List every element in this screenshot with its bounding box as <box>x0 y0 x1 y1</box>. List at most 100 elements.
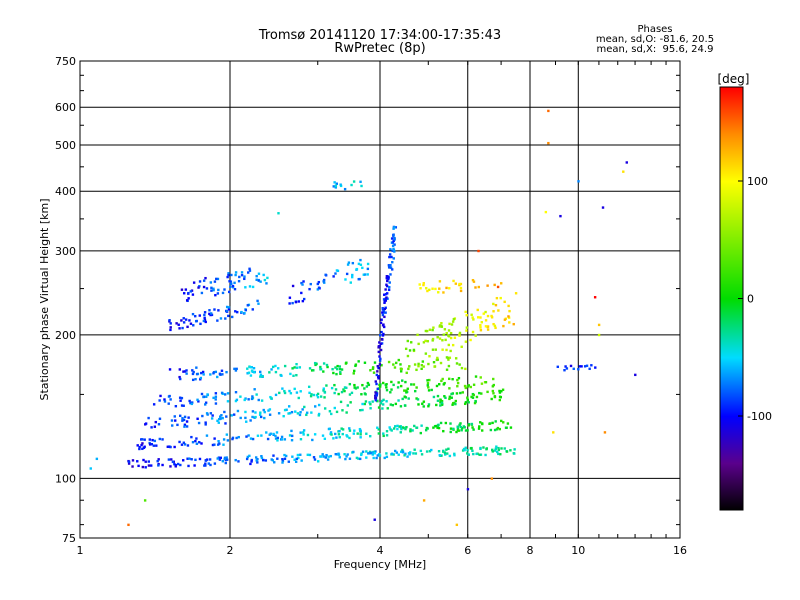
data-point <box>260 399 264 402</box>
data-point <box>454 402 457 406</box>
data-point <box>442 449 445 453</box>
data-point <box>472 452 475 456</box>
data-point <box>424 329 428 333</box>
data-point <box>412 383 416 386</box>
data-point <box>359 436 362 439</box>
colorbar-segment <box>720 497 743 499</box>
data-point <box>597 323 601 327</box>
data-point <box>249 462 252 466</box>
data-point <box>348 393 352 396</box>
colorbar-segment <box>720 447 743 449</box>
data-point <box>193 464 196 467</box>
data-point <box>187 291 190 295</box>
data-point <box>190 401 194 404</box>
colorbar-segment <box>720 490 743 492</box>
data-point <box>455 392 459 395</box>
data-point <box>287 412 290 415</box>
colorbar-segment <box>720 251 743 253</box>
data-point <box>185 425 189 428</box>
data-point <box>301 408 304 411</box>
data-point <box>161 463 164 467</box>
data-point <box>288 296 292 299</box>
data-point <box>451 403 454 406</box>
data-point <box>393 226 396 229</box>
data-point <box>491 389 495 393</box>
data-point <box>496 450 499 454</box>
data-point <box>317 414 321 417</box>
data-point <box>288 302 291 305</box>
colorbar-segment <box>720 478 743 480</box>
data-point <box>436 335 439 339</box>
data-point <box>373 452 376 455</box>
colorbar-segment <box>720 331 743 333</box>
data-point <box>143 499 147 502</box>
colorbar-segment <box>720 222 743 224</box>
data-point <box>505 426 508 429</box>
data-point <box>194 314 197 318</box>
data-point <box>231 437 234 441</box>
data-point <box>273 461 276 464</box>
data-point <box>463 402 467 406</box>
data-point <box>214 402 218 405</box>
data-point <box>420 367 423 371</box>
colorbar-segment <box>720 139 743 141</box>
colorbar-segment <box>720 492 743 494</box>
data-point <box>208 458 212 461</box>
colorbar-segment <box>720 115 743 117</box>
data-point <box>365 432 368 435</box>
data-point <box>404 427 407 431</box>
data-point <box>436 358 439 361</box>
data-point <box>503 300 506 304</box>
data-point <box>498 391 502 394</box>
data-point <box>306 433 310 437</box>
data-point <box>359 180 362 184</box>
data-point <box>227 306 231 309</box>
colorbar-segment <box>720 312 743 314</box>
data-point <box>420 424 423 427</box>
data-point <box>391 260 394 264</box>
data-point <box>297 456 300 460</box>
data-point <box>152 403 156 406</box>
data-point <box>392 239 395 243</box>
colorbar-segment <box>720 194 743 196</box>
data-point <box>438 383 441 386</box>
colorbar-segment <box>720 278 743 280</box>
colorbar-segment <box>720 295 743 297</box>
data-point <box>283 457 287 460</box>
data-point <box>345 455 348 458</box>
colorbar-segment <box>720 504 743 506</box>
data-point <box>274 364 277 368</box>
data-point <box>244 410 247 414</box>
data-point <box>191 293 195 296</box>
data-point <box>283 453 286 457</box>
data-point <box>464 446 467 449</box>
colorbar-segment <box>720 138 743 140</box>
data-point <box>494 303 498 307</box>
colorbar-segment <box>720 370 743 372</box>
data-point <box>328 427 331 430</box>
data-point <box>392 234 395 238</box>
data-point <box>544 210 548 214</box>
colorbar-segment <box>720 481 743 483</box>
data-point <box>444 338 447 342</box>
data-point <box>340 427 343 430</box>
colorbar-segment <box>720 341 743 343</box>
data-point <box>243 277 246 281</box>
data-point <box>381 313 385 317</box>
data-point <box>401 379 404 382</box>
data-point <box>428 328 432 331</box>
data-point <box>222 443 225 446</box>
colorbar-segment <box>720 472 743 474</box>
colorbar-segment <box>720 243 743 245</box>
colorbar-segment <box>720 235 743 237</box>
data-point <box>227 273 230 277</box>
data-point <box>308 391 311 395</box>
data-point <box>433 365 436 368</box>
data-point <box>276 457 279 460</box>
colorbar-segment <box>720 332 743 334</box>
colorbar-segment <box>720 493 743 495</box>
data-point <box>442 291 445 294</box>
data-point <box>500 282 503 285</box>
data-point <box>255 459 258 462</box>
data-point <box>371 400 374 403</box>
